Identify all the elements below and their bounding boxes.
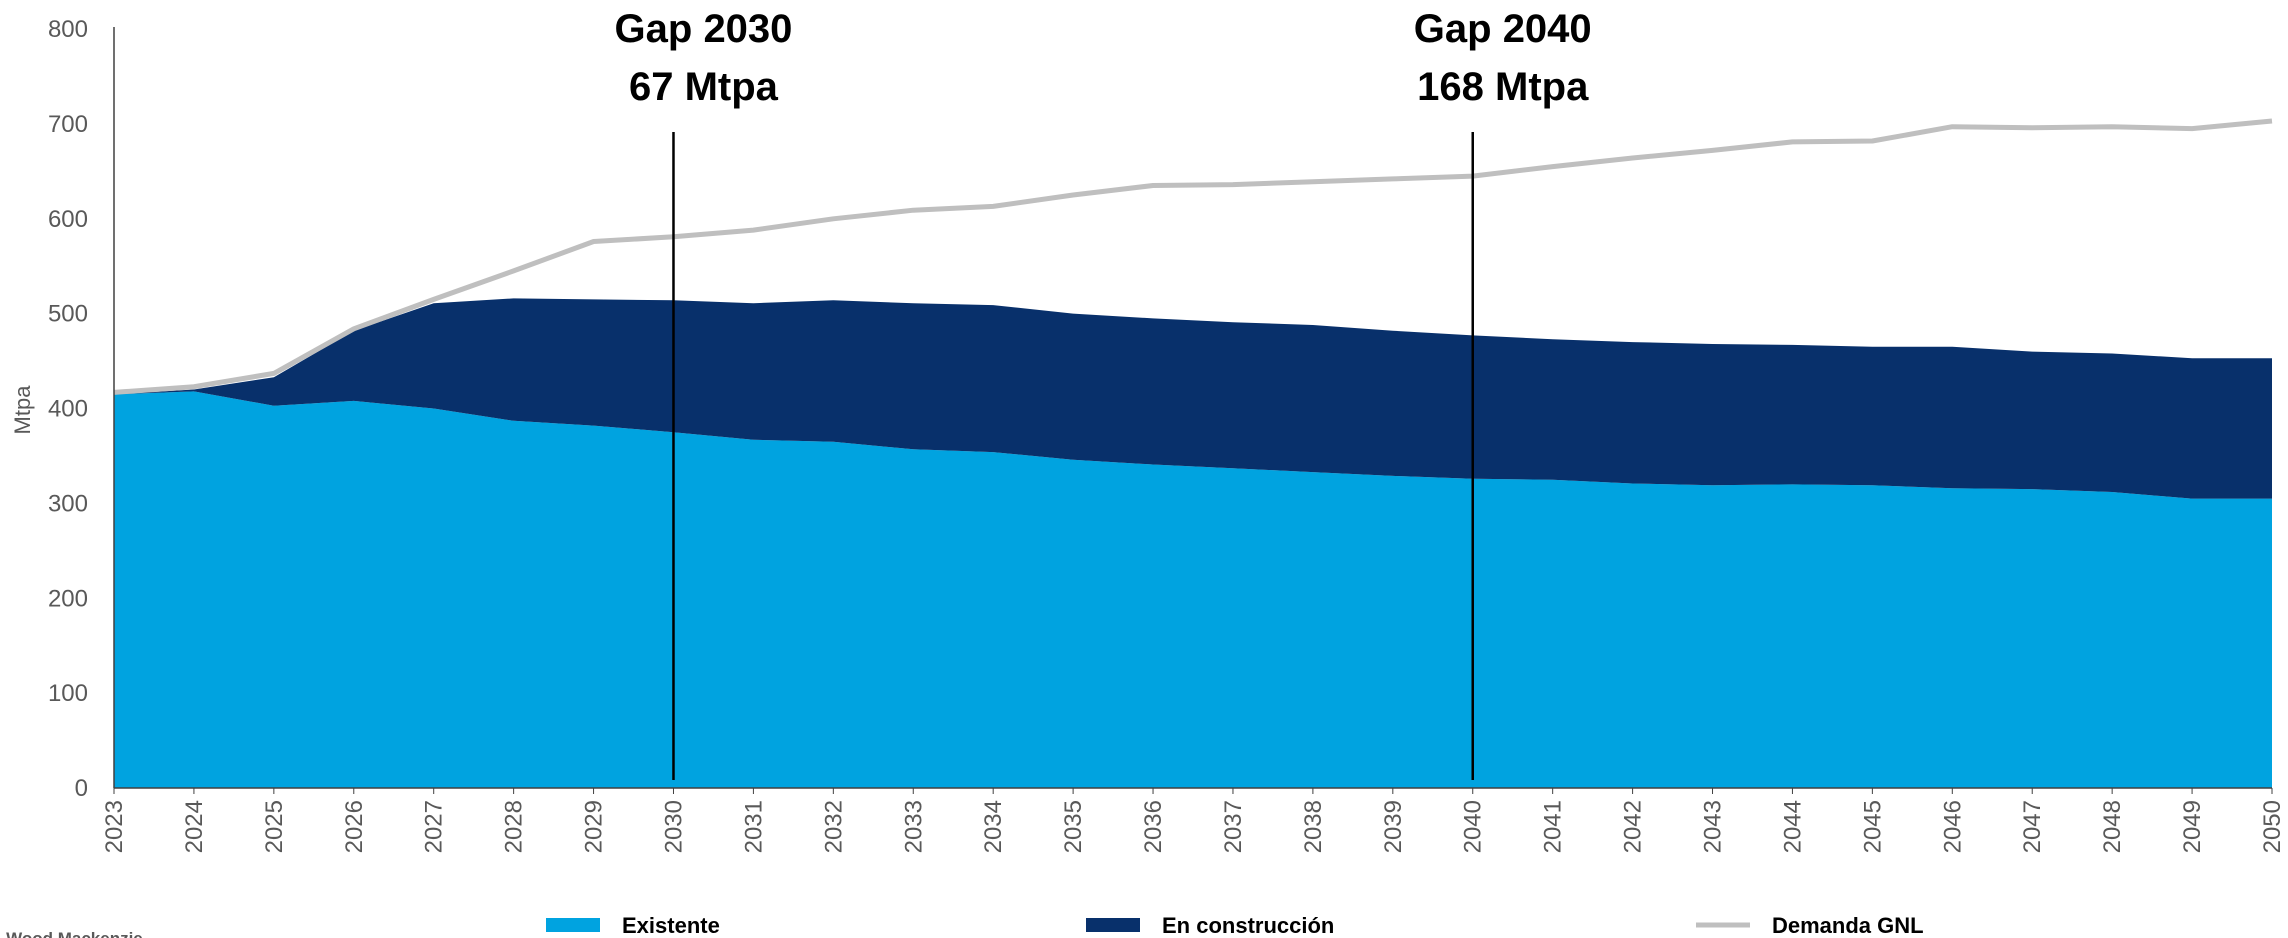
y-tick-label: 300 <box>48 490 88 517</box>
legend-swatch-existente <box>546 918 600 932</box>
y-tick-label: 0 <box>75 775 88 802</box>
x-tick-label: 2048 <box>2099 800 2126 853</box>
x-tick-label: 2033 <box>900 800 927 853</box>
demand-gnl-line <box>113 118 2273 395</box>
x-tick-label: 2040 <box>1460 800 1487 853</box>
x-tick-label: 2043 <box>1700 800 1727 853</box>
x-tick-label: 2035 <box>1060 800 1087 853</box>
y-axis-title: Mtpa <box>10 385 35 435</box>
x-tick-label: 2044 <box>1779 800 1806 853</box>
x-tick-label: 2038 <box>1300 800 1327 853</box>
x-tick-label: 2023 <box>101 800 128 853</box>
x-tick-label: 2028 <box>501 800 528 853</box>
x-tick-label: 2037 <box>1220 800 1247 853</box>
legend-label: En construcción <box>1162 913 1334 938</box>
legend: Existente En construcción Demanda GNL <box>546 913 1924 938</box>
legend-label: Existente <box>622 913 720 938</box>
x-tick-label: 2049 <box>2179 800 2206 853</box>
plot-areas <box>114 298 2272 788</box>
gap-2040-label-line-2: 168 Mtpa <box>1417 65 1589 109</box>
y-tick-label: 700 <box>48 111 88 138</box>
x-tick-label: 2030 <box>661 800 688 853</box>
legend-swatch-en-construccion <box>1086 918 1140 932</box>
y-tick-label: 400 <box>48 396 88 423</box>
y-tick-label: 200 <box>48 585 88 612</box>
x-tick-label: 2041 <box>1540 800 1567 853</box>
x-tick-label: 2027 <box>421 800 448 853</box>
x-tick-label: 2024 <box>181 800 208 853</box>
y-tick-label: 800 <box>48 16 88 43</box>
x-tick-label: 2034 <box>980 800 1007 853</box>
gap-2030-label-line-2: 67 Mtpa <box>629 65 779 109</box>
gap-2030-label-line-1: Gap 2030 <box>615 7 793 51</box>
x-tick-label: 2036 <box>1140 800 1167 853</box>
x-tick-label: 2047 <box>2019 800 2046 853</box>
x-tick-label: 2032 <box>820 800 847 853</box>
gap-2040-label-line-1: Gap 2040 <box>1414 7 1592 51</box>
x-tick-label: 2042 <box>1620 800 1647 853</box>
y-tick-label: 100 <box>48 680 88 707</box>
x-tick-label: 2031 <box>740 800 767 853</box>
legend-label: Demanda GNL <box>1772 913 1924 938</box>
area-existente <box>114 391 2272 788</box>
demand-line-layer <box>113 118 2273 395</box>
x-tick-label: 2039 <box>1380 800 1407 853</box>
gap-annotations: Gap 2030 67 Mtpa Gap 2040 168 Mtpa <box>615 7 1592 780</box>
x-tick-label: 2050 <box>2259 800 2286 853</box>
x-tick-label: 2045 <box>1859 800 1886 853</box>
source-note: Fuente: Wood Mackenzie <box>0 929 143 938</box>
axes: 0 100 200 300 400 500 600 700 800 2023 2024 2025 202… <box>48 16 2286 853</box>
y-tick-label: 600 <box>48 206 88 233</box>
x-tick-label: 2046 <box>1939 800 1966 853</box>
area-en-construccion <box>114 298 2272 499</box>
x-tick-label: 2029 <box>581 800 608 853</box>
x-tick-label: 2026 <box>341 800 368 853</box>
x-tick-label: 2025 <box>261 800 288 853</box>
y-tick-label: 500 <box>48 301 88 328</box>
